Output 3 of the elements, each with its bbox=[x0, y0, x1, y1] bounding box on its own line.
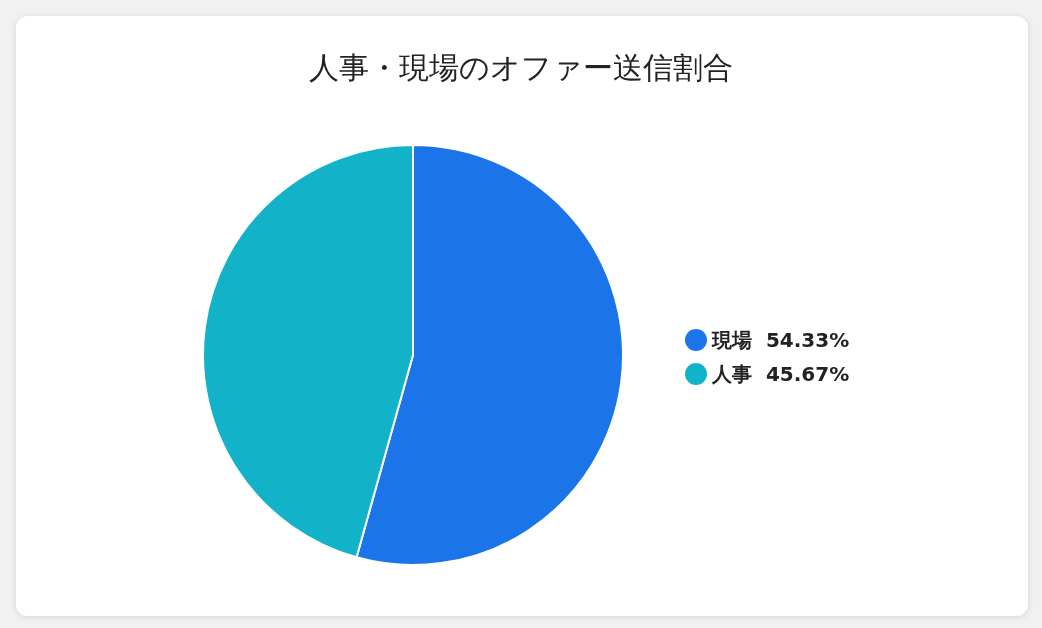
legend-label: 現場 54.33% bbox=[711, 328, 850, 352]
chart-title: 人事・現場のオファー送信割合 bbox=[309, 50, 733, 85]
legend-label: 人事 45.67% bbox=[711, 362, 850, 386]
